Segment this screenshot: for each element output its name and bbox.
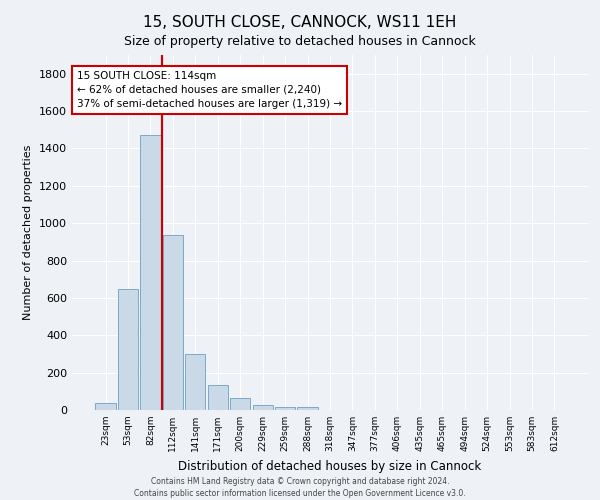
Text: Size of property relative to detached houses in Cannock: Size of property relative to detached ho… bbox=[124, 35, 476, 48]
X-axis label: Distribution of detached houses by size in Cannock: Distribution of detached houses by size … bbox=[178, 460, 482, 472]
Bar bbox=[163, 236, 183, 410]
Bar bbox=[275, 407, 295, 410]
Bar bbox=[140, 136, 161, 410]
Bar bbox=[118, 288, 138, 410]
Bar bbox=[230, 398, 250, 410]
Bar bbox=[253, 406, 273, 410]
Bar bbox=[298, 407, 317, 410]
Text: 15, SOUTH CLOSE, CANNOCK, WS11 1EH: 15, SOUTH CLOSE, CANNOCK, WS11 1EH bbox=[143, 15, 457, 30]
Y-axis label: Number of detached properties: Number of detached properties bbox=[23, 145, 34, 320]
Bar bbox=[95, 402, 116, 410]
Text: Contains HM Land Registry data © Crown copyright and database right 2024.
Contai: Contains HM Land Registry data © Crown c… bbox=[134, 476, 466, 498]
Bar bbox=[208, 385, 228, 410]
Text: 15 SOUTH CLOSE: 114sqm
← 62% of detached houses are smaller (2,240)
37% of semi-: 15 SOUTH CLOSE: 114sqm ← 62% of detached… bbox=[77, 71, 342, 109]
Bar bbox=[185, 354, 205, 410]
